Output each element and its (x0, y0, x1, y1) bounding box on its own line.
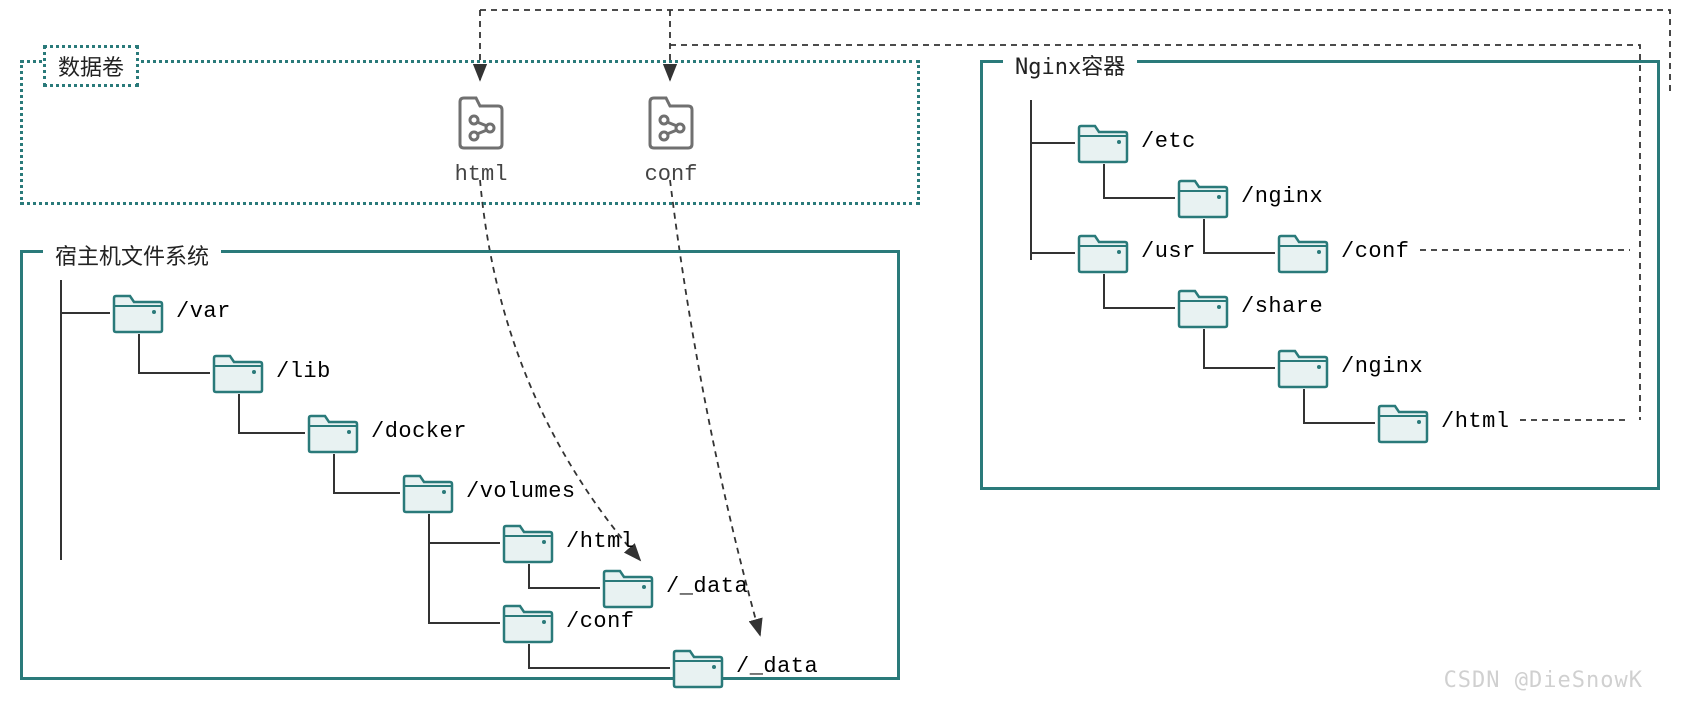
folder-label-share: /share (1241, 294, 1323, 319)
folder-volumes: /volumes (400, 470, 576, 512)
tree-hline (1303, 422, 1375, 424)
folder-label-data1: /_data (666, 574, 748, 599)
folder-icon (110, 290, 166, 332)
folder-htmlf: /html (500, 520, 635, 562)
panel-label-volumes: 数据卷 (43, 45, 139, 87)
watermark: CSDN @DieSnowK (1444, 668, 1643, 693)
tree-vline (1203, 329, 1205, 367)
folder-label-volumes: /volumes (466, 479, 576, 504)
tree-vline (528, 644, 530, 667)
tree-vline (333, 454, 335, 492)
share-label-html: html (450, 162, 512, 187)
tree-hline (333, 492, 400, 494)
folder-label-lib: /lib (276, 359, 331, 384)
tree-vline (428, 514, 430, 622)
tree-vline (1303, 389, 1305, 422)
folder-label-htmlf: /html (566, 529, 635, 554)
folder-label-html: /html (1441, 409, 1510, 434)
folder-nginx2: /nginx (1275, 345, 1423, 387)
folder-icon (305, 410, 361, 452)
tree-hline (1203, 252, 1275, 254)
folder-data2: /_data (670, 645, 818, 687)
tree-vline (1103, 164, 1105, 197)
folder-docker: /docker (305, 410, 467, 452)
folder-icon (1075, 120, 1131, 162)
panel-label-nginx: Nginx容器 (1003, 47, 1137, 83)
folder-lib: /lib (210, 350, 331, 392)
tree-vline (1203, 219, 1205, 252)
folder-usr: /usr (1075, 230, 1196, 272)
folder-icon (1175, 175, 1231, 217)
folder-icon (500, 520, 556, 562)
tree-vline (528, 564, 530, 587)
folder-icon (1375, 400, 1431, 442)
folder-icon (670, 645, 726, 687)
folder-label-nginx2: /nginx (1341, 354, 1423, 379)
tree-hline (1203, 367, 1275, 369)
share-label-conf: conf (640, 162, 702, 187)
folder-icon (1275, 345, 1331, 387)
tree-hline (1030, 252, 1075, 254)
folder-label-data2: /_data (736, 654, 818, 679)
folder-html: /html (1375, 400, 1510, 442)
folder-label-etc: /etc (1141, 129, 1196, 154)
tree-root-line (1030, 100, 1032, 260)
folder-icon (400, 470, 456, 512)
folder-icon (210, 350, 266, 392)
folder-etc: /etc (1075, 120, 1196, 162)
share-icon-html: html (450, 90, 512, 187)
tree-hline (60, 312, 110, 314)
folder-label-conf: /conf (1341, 239, 1410, 264)
folder-icon (1175, 285, 1231, 327)
share-icon-conf: conf (640, 90, 702, 187)
tree-vline (1103, 274, 1105, 307)
folder-label-nginx1: /nginx (1241, 184, 1323, 209)
tree-hline (528, 587, 600, 589)
tree-hline (138, 372, 210, 374)
tree-hline (428, 542, 500, 544)
folder-icon (1275, 230, 1331, 272)
folder-share: /share (1175, 285, 1323, 327)
tree-vline (138, 334, 140, 372)
tree-root-line (60, 280, 62, 560)
folder-label-var: /var (176, 299, 231, 324)
tree-hline (1103, 197, 1175, 199)
folder-icon (500, 600, 556, 642)
folder-nginx1: /nginx (1175, 175, 1323, 217)
diagram-canvas: 数据卷宿主机文件系统 Nginx容器 html conf /var /lib (0, 0, 1683, 708)
folder-var: /var (110, 290, 231, 332)
folder-conf: /conf (1275, 230, 1410, 272)
folder-label-usr: /usr (1141, 239, 1196, 264)
tree-hline (428, 622, 500, 624)
tree-hline (1103, 307, 1175, 309)
panel-label-host: 宿主机文件系统 (43, 237, 221, 273)
folder-icon (1075, 230, 1131, 272)
tree-hline (238, 432, 305, 434)
folder-label-conff: /conf (566, 609, 635, 634)
tree-hline (1030, 142, 1075, 144)
folder-label-docker: /docker (371, 419, 467, 444)
tree-vline (238, 394, 240, 432)
folder-conff: /conf (500, 600, 635, 642)
tree-hline (528, 667, 670, 669)
